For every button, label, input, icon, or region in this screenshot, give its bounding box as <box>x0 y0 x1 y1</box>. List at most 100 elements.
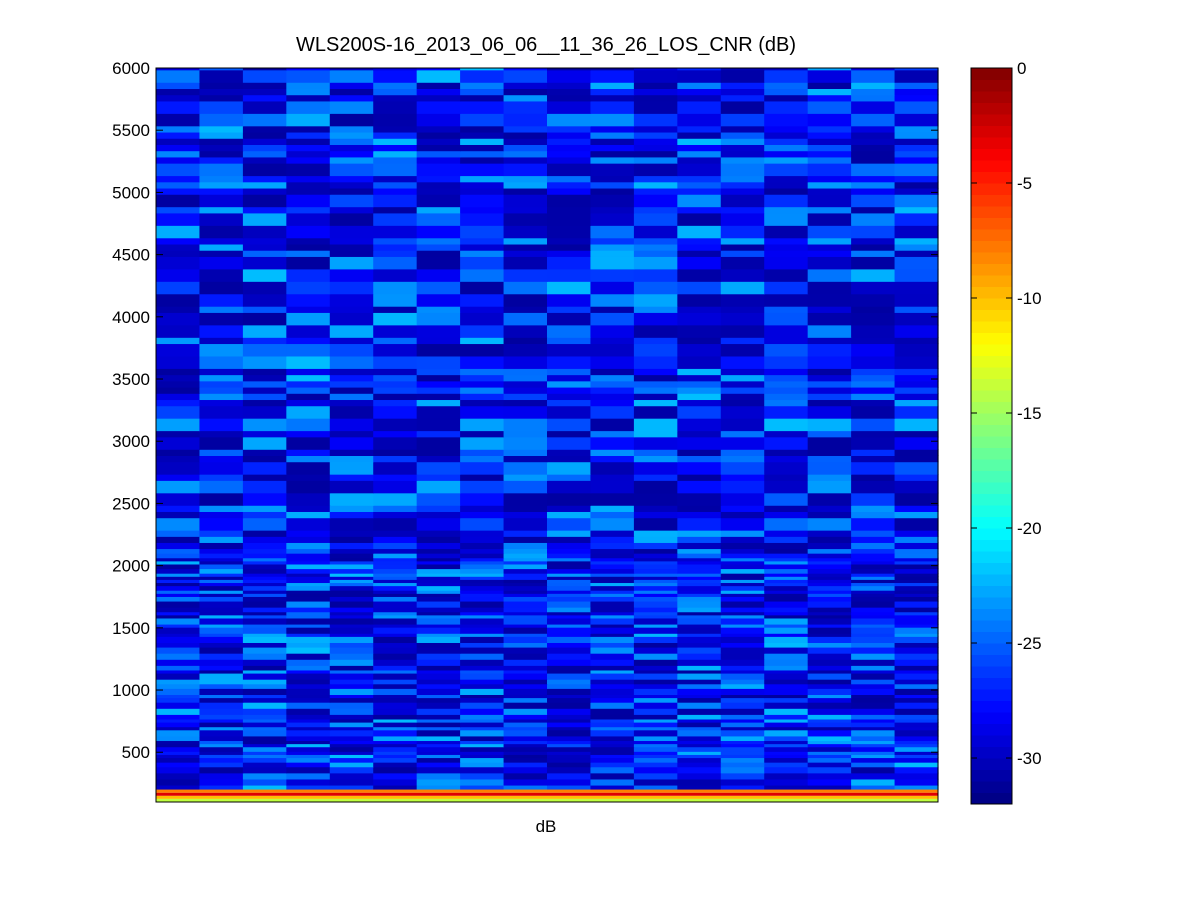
heatmap-cell <box>633 343 678 357</box>
heatmap-cell <box>807 405 852 419</box>
heatmap-cell <box>416 100 461 114</box>
heatmap-cell <box>329 560 374 565</box>
heatmap-cell <box>329 743 374 748</box>
heatmap-cell <box>807 669 852 674</box>
heatmap-cell <box>851 337 896 345</box>
heatmap-cell <box>286 243 331 251</box>
heatmap-cell <box>242 68 287 71</box>
heatmap-cell <box>199 642 244 648</box>
heatmap-cell <box>633 530 678 537</box>
heatmap-cell <box>286 563 331 570</box>
heatmap-cell <box>503 243 548 251</box>
heatmap-cell <box>242 754 287 759</box>
heatmap-cell <box>851 225 896 239</box>
heatmap-cell <box>807 492 852 506</box>
heatmap-cell <box>720 548 765 554</box>
heatmap-cell <box>373 187 418 195</box>
heatmap-cell <box>199 293 244 307</box>
heatmap-cell <box>590 144 635 152</box>
heatmap-cell <box>677 82 722 89</box>
heatmap-cell <box>156 729 201 737</box>
heatmap-cell <box>460 268 505 282</box>
heatmap-cell <box>503 729 548 737</box>
heatmap-cell <box>199 627 244 634</box>
heatmap-cell <box>851 746 896 752</box>
heatmap-cell <box>764 596 809 602</box>
heatmap-cell <box>199 536 244 543</box>
heatmap-cell <box>807 683 852 689</box>
heatmap-cell <box>590 697 635 703</box>
heatmap-cell <box>720 268 765 282</box>
heatmap-cell <box>460 653 505 660</box>
heatmap-cell <box>851 653 896 660</box>
heatmap-cell <box>416 250 461 257</box>
heatmap-cell <box>851 784 896 791</box>
heatmap-cell <box>503 69 548 83</box>
heatmap-cell <box>329 175 374 183</box>
heatmap-cell <box>720 187 765 195</box>
heatmap-cell <box>547 517 592 531</box>
heatmap-cell <box>720 449 765 456</box>
heatmap-cell <box>242 530 287 537</box>
heatmap-cell <box>807 82 852 89</box>
heatmap-cell <box>547 181 592 189</box>
heatmap-cell <box>503 784 548 791</box>
heatmap-cell <box>460 617 505 625</box>
heatmap-cell <box>633 144 678 152</box>
heatmap-cell <box>590 125 635 133</box>
heatmap-cell <box>286 343 331 357</box>
heatmap-cell <box>677 694 722 699</box>
heatmap-cell <box>633 582 678 587</box>
heatmap-cell <box>677 627 722 634</box>
heatmap-cell <box>373 694 418 699</box>
heatmap-cell <box>720 563 765 570</box>
heatmap-cell <box>764 563 809 570</box>
heatmap-cell <box>807 138 852 145</box>
heatmap-cell <box>764 306 809 313</box>
heatmap-cell <box>460 557 505 562</box>
heatmap-cell <box>199 480 244 494</box>
colorbar-step <box>971 390 1012 402</box>
heatmap-cell <box>677 600 722 608</box>
heatmap-cell <box>807 590 852 594</box>
heatmap-cell <box>373 449 418 456</box>
heatmap-cell <box>242 293 287 307</box>
heatmap-cell <box>329 212 374 226</box>
heatmap-cell <box>633 600 678 608</box>
heatmap-cell <box>590 735 635 742</box>
heatmap-cell <box>720 607 765 613</box>
heatmap-cell <box>416 536 461 543</box>
heatmap-cell <box>199 181 244 189</box>
heatmap-cell <box>677 131 722 139</box>
heatmap-cell <box>590 418 635 432</box>
heatmap-cell <box>329 436 374 450</box>
heatmap-cell <box>851 250 896 257</box>
heatmap-cell <box>764 144 809 152</box>
heatmap-cell <box>590 740 635 745</box>
heatmap-cell <box>286 82 331 89</box>
heatmap-cell <box>416 181 461 189</box>
heatmap-cell <box>894 582 939 587</box>
heatmap-cell <box>720 679 765 685</box>
heatmap-cell <box>416 757 461 763</box>
heatmap-cell <box>894 480 939 494</box>
heatmap-cell <box>460 380 505 388</box>
heatmap-cell <box>503 144 548 152</box>
heatmap-cell <box>590 480 635 494</box>
heatmap-cell <box>807 312 852 326</box>
heatmap-cell <box>633 702 678 709</box>
heatmap-cell <box>329 243 374 251</box>
heatmap-cell <box>286 611 331 616</box>
colorbar-step <box>971 781 1012 793</box>
heatmap-cell <box>894 708 939 715</box>
heatmap-cell <box>286 627 331 634</box>
heatmap-cell <box>286 194 331 208</box>
heatmap-cell <box>373 480 418 494</box>
heatmap-cell <box>851 530 896 537</box>
heatmap-cell <box>416 68 461 71</box>
heatmap-cell <box>242 762 287 768</box>
heatmap-cell <box>156 746 201 752</box>
heatmap-cell <box>503 393 548 401</box>
heatmap-cell <box>764 590 809 594</box>
heatmap-cell <box>894 69 939 83</box>
